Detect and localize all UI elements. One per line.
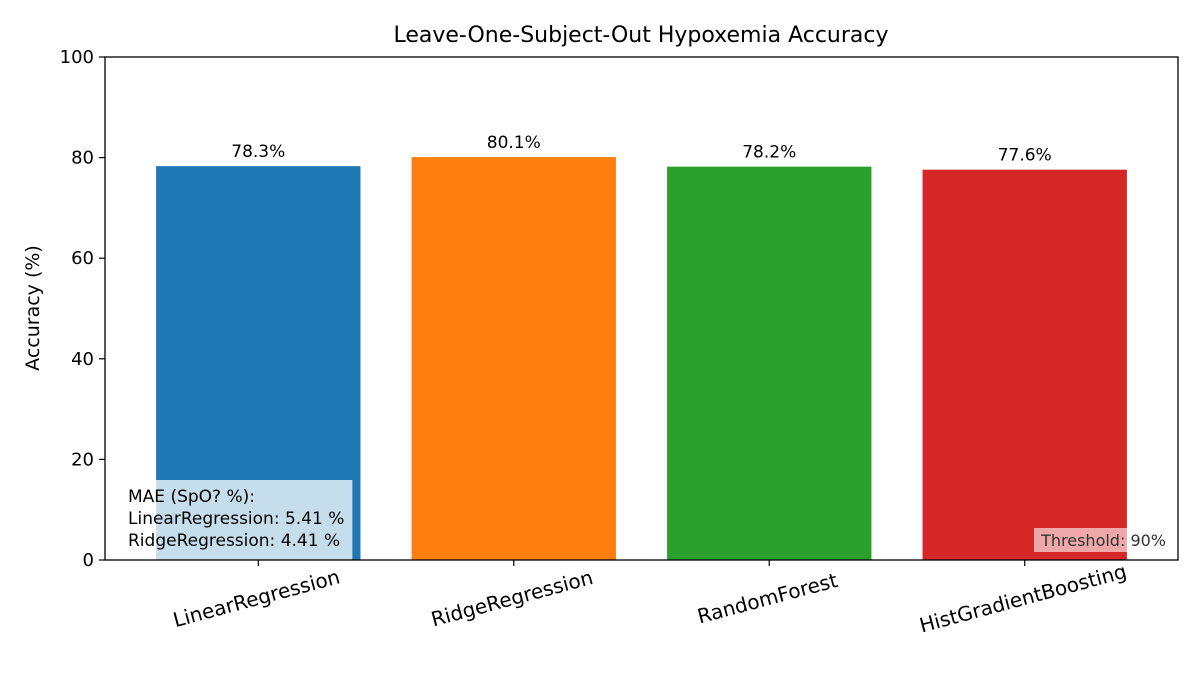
data-label-randomforest: 78.2% (742, 143, 796, 163)
data-label-linearregression: 78.3% (231, 142, 285, 162)
y-axis-ticks: 0 20 40 60 80 100 (60, 47, 105, 571)
y-tick-label: 60 (71, 248, 94, 269)
mae-annotation: MAE (SpO? %): LinearRegression: 5.41 % R… (120, 480, 353, 560)
y-tick-label: 20 (71, 449, 94, 470)
mae-annotation-background (120, 480, 353, 560)
x-tick-label-linearregression: LinearRegression (171, 564, 343, 632)
plot-frame (104, 56, 1179, 561)
chart-title: Leave-One-Subject-Out Hypoxemia Accuracy (393, 23, 888, 48)
y-tick-label: 100 (60, 47, 94, 68)
y-tick-label: 80 (71, 148, 94, 169)
bars-group (156, 157, 1127, 561)
threshold-annotation-background (1034, 528, 1170, 552)
threshold-label: Threshold: 90% (1040, 531, 1166, 550)
x-tick-label-histgradientboosting: HistGradientBoosting (917, 559, 1129, 637)
bar-ridgeregression (411, 157, 616, 561)
x-tick-label-randomforest: RandomForest (695, 568, 841, 629)
x-tick-label-ridgeregression: RidgeRegression (428, 565, 595, 631)
mae-title: MAE (SpO? %): (128, 487, 255, 507)
y-tick-label: 0 (83, 550, 94, 571)
mae-ridge-regression: RidgeRegression: 4.41 % (128, 531, 340, 551)
threshold-annotation: Threshold: 90% (1034, 528, 1170, 552)
x-axis-ticks: LinearRegression RidgeRegression RandomFor… (171, 559, 1130, 637)
bar-histgradientboosting (922, 169, 1127, 560)
mae-linear-regression: LinearRegression: 5.41 % (128, 509, 344, 529)
data-label-histgradientboosting: 77.6% (998, 146, 1052, 166)
y-axis-label: Accuracy (%) (22, 245, 44, 371)
y-tick-label: 40 (71, 349, 94, 370)
data-labels-group: 78.3% 80.1% 78.2% 77.6% (231, 133, 1051, 166)
data-label-ridgeregression: 80.1% (487, 133, 541, 153)
bar-randomforest (667, 166, 872, 561)
